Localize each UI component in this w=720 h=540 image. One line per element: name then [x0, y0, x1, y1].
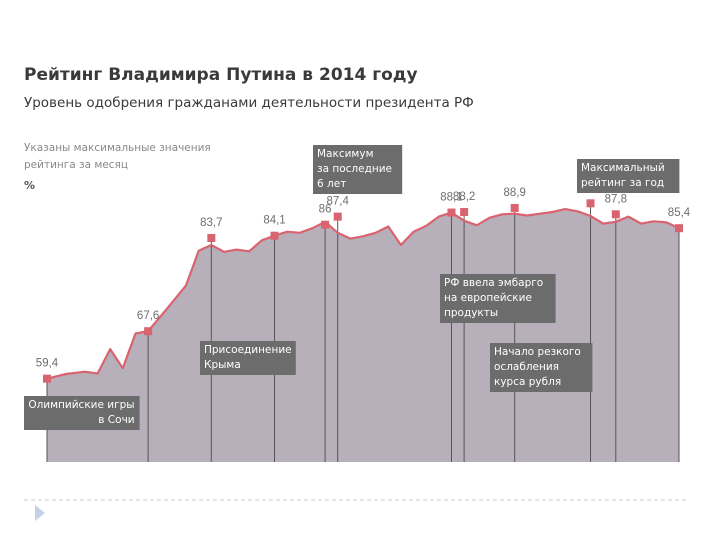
markers-layer [43, 199, 683, 383]
annotation-3: РФ ввела эмбарго на европейские продукты [440, 274, 556, 323]
annotation-4-line-1: ослабления [494, 361, 559, 373]
value-label-1: 67,6 [137, 310, 159, 322]
line-layer [46, 208, 680, 380]
marker-0 [43, 374, 51, 383]
chart-unit-label: % [24, 179, 35, 192]
annotation-box-2 [313, 145, 403, 194]
chart-subtitle: Уровень одобрения гражданами деятельност… [24, 95, 474, 111]
marker-4 [321, 220, 330, 229]
rating-area [47, 209, 679, 462]
annotation-3-line-0: РФ ввела эмбарго [444, 277, 543, 289]
annotation-5-line-0: Максимальный [581, 162, 665, 174]
annotation-2-line-1: за последние [317, 163, 392, 175]
annotation-4-line-0: Начало резкого [494, 346, 581, 358]
marker-9 [586, 199, 595, 208]
marker-8 [510, 203, 519, 212]
annotation-1-line-0: Присоединение [204, 344, 292, 356]
annotation-4: Начало резкого ослабления курса рубля [490, 343, 593, 392]
value-label-6: 88,1 [440, 192, 462, 204]
area-layer [47, 209, 679, 462]
chart-title: Рейтинг Владимира Путина в 2014 году [24, 65, 418, 85]
value-label-3: 84,1 [263, 215, 285, 227]
annotation-box-3 [440, 274, 556, 323]
rating-line [46, 208, 680, 380]
chart-note-line-1: Указаны максимальные значения [24, 142, 211, 154]
marker-3 [270, 231, 279, 240]
marker-11 [675, 224, 683, 233]
annotation-5-line-1: рейтинг за год [581, 177, 664, 189]
annotation-2-line-0: Максимум [317, 148, 374, 160]
chart-note-line-2: рейтинга за месяц [24, 159, 128, 171]
annotation-2-line-2: 6 лет [317, 178, 346, 190]
marker-7 [460, 207, 469, 216]
value-label-2: 83,7 [200, 217, 222, 229]
annotation-box-1 [200, 341, 296, 375]
annotations-layer: Олимпийские игры в Сочи Присоединение Крыма… [24, 145, 680, 430]
play-arrow-icon[interactable] [35, 505, 45, 521]
annotation-0-line-0: Олимпийские игры [28, 399, 134, 411]
value-label-4: 86 [319, 204, 332, 216]
value-label-7: 88,2 [453, 191, 475, 203]
annotation-3-line-1: на европейские [444, 292, 532, 304]
annotation-1: Присоединение Крыма [200, 341, 296, 375]
marker-1 [144, 327, 153, 336]
value-label-0: 59,4 [36, 358, 59, 370]
marker-10 [611, 210, 620, 219]
annotation-0: Олимпийские игры в Сочи [24, 396, 140, 430]
value-label-11: 85,4 [668, 207, 691, 219]
annotation-2: Максимум за последние 6 лет [313, 145, 403, 194]
drop-lines-layer [46, 203, 680, 462]
marker-5 [333, 212, 342, 221]
annotation-4-line-2: курса рубля [494, 376, 561, 388]
value-label-10: 87,8 [605, 193, 627, 205]
value-label-5: 87,4 [327, 196, 350, 208]
annotation-box-0 [24, 396, 140, 430]
marker-6 [447, 208, 456, 217]
marker-2 [207, 234, 216, 243]
annotation-0-line-1: в Сочи [98, 414, 134, 426]
annotation-3-line-2: продукты [444, 307, 498, 319]
annotation-box-5 [577, 159, 680, 193]
value-label-8: 88,9 [503, 187, 525, 199]
annotation-box-4 [490, 343, 593, 392]
annotation-1-line-1: Крыма [204, 359, 241, 371]
annotation-5: Максимальный рейтинг за год [577, 159, 680, 193]
